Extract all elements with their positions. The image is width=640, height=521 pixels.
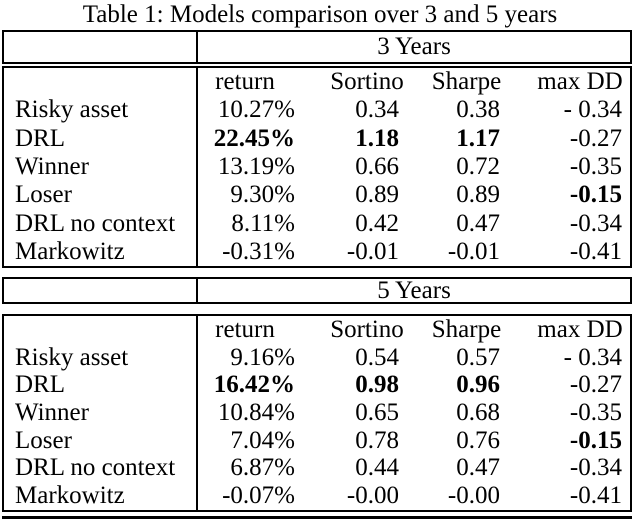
cell-maxdd: - 0.34	[563, 96, 622, 124]
cell-sortino: 0.34	[355, 96, 399, 124]
cell-return: -0.31%	[222, 237, 295, 265]
cell-sortino: 0.54	[355, 343, 399, 371]
cell-return: 6.87%	[230, 454, 295, 482]
cell-sharpe: 0.47	[456, 454, 500, 482]
cell-return: 22.45%	[213, 124, 295, 152]
column-header-sharpe: Sharpe	[431, 68, 502, 96]
column-header-return: return	[215, 315, 275, 343]
header-stub-5y	[4, 316, 198, 344]
header-row-3y: return Sortino Sharpe max DD	[4, 68, 630, 97]
table-row: DRL no context 6.87% 0.44 0.47 -0.34	[4, 454, 630, 483]
cell-sortino: -0.01	[346, 237, 399, 265]
cell-sortino: -0.00	[346, 482, 399, 510]
row-label: Winner	[4, 152, 198, 182]
band-3-years-stub	[4, 32, 198, 62]
cell-return: 10.27%	[217, 96, 295, 124]
row-label: Risky asset	[4, 96, 198, 125]
row-label: DRL	[4, 371, 198, 400]
cell-sortino: 0.89	[355, 181, 399, 209]
column-header-return: return	[215, 68, 275, 96]
cell-maxdd: -0.27	[569, 371, 622, 399]
cell-return: 8.11%	[231, 209, 295, 237]
table-caption: Table 1: Models comparison over 3 and 5 …	[82, 1, 558, 28]
cell-sortino: 0.42	[355, 209, 399, 237]
table-row: DRL no context 8.11% 0.42 0.47 -0.34	[4, 209, 630, 238]
band-5-years-label: 5 Years	[377, 276, 451, 304]
row-label: Risky asset	[4, 344, 198, 372]
bottom-rule	[2, 515, 632, 519]
cell-maxdd: -0.41	[569, 482, 622, 510]
cell-return: 13.19%	[217, 153, 295, 181]
cell-maxdd: -0.35	[569, 398, 622, 426]
table-row: Risky asset 10.27% 0.34 0.38 - 0.34	[4, 96, 630, 125]
table-5-years: return Sortino Sharpe max DD Risky asset…	[2, 314, 632, 512]
column-header-maxdd: max DD	[537, 315, 623, 343]
cell-sharpe: 0.57	[456, 343, 500, 371]
cell-return: 7.04%	[230, 426, 295, 454]
cell-sortino: 0.66	[355, 153, 399, 181]
band-5-years-stub	[4, 279, 198, 303]
table-row: Markowitz -0.07% -0.00 -0.00 -0.41	[4, 482, 630, 510]
cell-sharpe: 0.68	[456, 398, 500, 426]
header-stub-3y	[4, 68, 198, 97]
cell-sharpe: 0.89	[456, 181, 500, 209]
row-label: DRL	[4, 124, 198, 153]
band-5-years: 5 Years	[2, 276, 632, 305]
table-row: Winner 13.19% 0.66 0.72 -0.35	[4, 152, 630, 182]
cell-maxdd: -0.34	[569, 454, 622, 482]
header-row-5y: return Sortino Sharpe max DD	[4, 316, 630, 344]
cell-sharpe: 0.96	[456, 371, 500, 399]
cell-return: 16.42%	[213, 371, 295, 399]
table-row: DRL 22.45% 1.18 1.17 -0.27	[4, 124, 630, 153]
row-label: DRL no context	[4, 209, 198, 238]
cell-maxdd: - 0.34	[563, 343, 622, 371]
cell-sortino: 0.44	[355, 454, 399, 482]
cell-return: -0.07%	[222, 482, 295, 510]
table-row: Loser 7.04% 0.78 0.76 -0.15	[4, 427, 630, 455]
cell-sharpe: -0.00	[447, 482, 500, 510]
row-label: Loser	[4, 427, 198, 455]
band-3-years-label: 3 Years	[377, 33, 451, 60]
cell-return: 9.16%	[230, 343, 295, 371]
table-row: Loser 9.30% 0.89 0.89 -0.15	[4, 181, 630, 210]
row-label: Loser	[4, 181, 198, 210]
column-header-sortino: Sortino	[330, 315, 404, 343]
cell-sharpe: 0.76	[456, 426, 500, 454]
row-label: Markowitz	[4, 482, 198, 510]
cell-maxdd: -0.41	[569, 237, 622, 265]
table-row: Markowitz -0.31% -0.01 -0.01 -0.41	[4, 237, 630, 267]
row-label: DRL no context	[4, 454, 198, 483]
column-header-sortino: Sortino	[330, 68, 404, 96]
cell-sortino: 0.98	[355, 371, 399, 399]
cell-sortino: 0.65	[355, 398, 399, 426]
cell-sharpe: -0.01	[447, 237, 500, 265]
cell-return: 10.84%	[217, 398, 295, 426]
cell-sortino: 0.78	[355, 426, 399, 454]
table-3-years: return Sortino Sharpe max DD Risky asset…	[2, 66, 632, 269]
cell-sharpe: 1.17	[456, 124, 500, 152]
table-row: Risky asset 9.16% 0.54 0.57 - 0.34	[4, 344, 630, 372]
column-header-sharpe: Sharpe	[431, 315, 502, 343]
cell-sharpe: 0.72	[456, 153, 500, 181]
row-label: Markowitz	[4, 237, 198, 267]
cell-sortino: 1.18	[355, 124, 399, 152]
column-header-maxdd: max DD	[537, 68, 623, 96]
cell-sharpe: 0.47	[456, 209, 500, 237]
cell-maxdd: -0.34	[569, 209, 622, 237]
cell-return: 9.30%	[230, 181, 295, 209]
row-label: Winner	[4, 399, 198, 427]
band-3-years: 3 Years	[2, 30, 632, 64]
cell-maxdd: -0.15	[569, 426, 622, 454]
cell-sharpe: 0.38	[456, 96, 500, 124]
cell-maxdd: -0.35	[569, 153, 622, 181]
table-row: Winner 10.84% 0.65 0.68 -0.35	[4, 399, 630, 427]
table-row: DRL 16.42% 0.98 0.96 -0.27	[4, 371, 630, 400]
cell-maxdd: -0.15	[569, 181, 622, 209]
cell-maxdd: -0.27	[569, 124, 622, 152]
